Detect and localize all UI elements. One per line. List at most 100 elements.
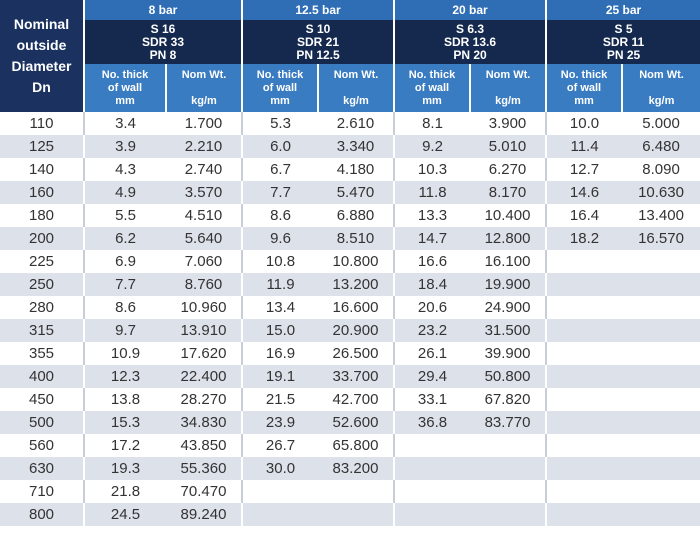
- wall-thickness-cell: 9.2: [393, 135, 470, 158]
- wall-thickness-cell: 8.6: [84, 296, 166, 319]
- wall-thickness-cell: 5.5: [84, 204, 166, 227]
- subheader-line: No. thick: [408, 68, 456, 81]
- nominal-weight-cell: 20.900: [318, 319, 394, 342]
- wall-thickness-cell: [241, 480, 318, 503]
- subheader-line: mm: [422, 94, 442, 107]
- table-row: 500 15.3 34.830 23.9 52.600 36.8 83.770: [0, 411, 700, 434]
- nominal-weight-cell: 8.760: [166, 273, 242, 296]
- wall-thickness-cell: 16.9: [241, 342, 318, 365]
- nominal-weight-cell: 6.480: [622, 135, 700, 158]
- nominal-weight-cell: [622, 480, 700, 503]
- nominal-weight-cell: 65.800: [318, 434, 394, 457]
- nominal-weight-cell: [622, 365, 700, 388]
- wall-thickness-cell: 15.3: [84, 411, 166, 434]
- nominal-weight-cell: 10.400: [470, 204, 547, 227]
- nominal-weight-cell: 5.640: [166, 227, 242, 250]
- spec-line: PN 25: [606, 47, 641, 62]
- wall-thickness-cell: [545, 250, 623, 273]
- nominal-weight-cell: [470, 457, 547, 480]
- wall-thickness-cell: 13.4: [241, 296, 318, 319]
- nominal-weight-cell: 8.090: [622, 158, 700, 181]
- wall-thickness-cell: [393, 434, 470, 457]
- corner-line: Dn: [32, 79, 51, 95]
- corner-line: Diameter: [11, 58, 72, 74]
- nominal-weight-cell: [470, 503, 547, 526]
- wall-thickness-cell: [393, 457, 470, 480]
- subheader-line: Nom Wt.: [181, 68, 227, 81]
- wall-thickness-cell: 11.8: [393, 181, 470, 204]
- nominal-weight-cell: 3.900: [470, 112, 547, 135]
- nominal-weight-cell: 16.600: [318, 296, 394, 319]
- nominal-weight-cell: 17.620: [166, 342, 242, 365]
- wall-thickness-cell: 20.6: [393, 296, 470, 319]
- nominal-weight-cell: [318, 480, 394, 503]
- spec-line: S 5: [614, 21, 633, 36]
- diameter-cell: 315: [0, 319, 85, 342]
- nominal-weight-cell: 3.340: [318, 135, 394, 158]
- table-row: 250 7.7 8.760 11.9 13.200 18.4 19.900: [0, 273, 700, 296]
- nominal-weight-cell: 10.800: [318, 250, 394, 273]
- nominal-weight-cell: 55.360: [166, 457, 242, 480]
- nominal-weight-cell: 39.900: [470, 342, 547, 365]
- wall-thickness-cell: 11.9: [241, 273, 318, 296]
- wall-thickness-cell: 29.4: [393, 365, 470, 388]
- wall-thickness-cell: 7.7: [84, 273, 166, 296]
- table-row: 315 9.7 13.910 15.0 20.900 23.2 31.500: [0, 319, 700, 342]
- wall-thickness-cell: [545, 365, 623, 388]
- wall-thickness-cell: [545, 296, 623, 319]
- nominal-weight-cell: 1.700: [166, 112, 242, 135]
- diameter-cell: 355: [0, 342, 85, 365]
- subheader-line: of wall: [107, 81, 143, 94]
- wall-thickness-cell: 6.9: [84, 250, 166, 273]
- table-row: 125 3.9 2.210 6.0 3.340 9.2 5.010 11.4 6.480: [0, 135, 700, 158]
- nominal-weight-cell: 83.200: [318, 457, 394, 480]
- nominal-weight-cell: 42.700: [318, 388, 394, 411]
- subheader-line: Nom Wt.: [639, 68, 684, 81]
- wall-thickness-cell: 13.8: [84, 388, 166, 411]
- corner-line: outside: [16, 37, 67, 53]
- nominal-weight-cell: 33.700: [318, 365, 394, 388]
- table-row: 225 6.9 7.060 10.8 10.800 16.6 16.100: [0, 250, 700, 273]
- wall-thickness-cell: 6.2: [84, 227, 166, 250]
- diameter-cell: 280: [0, 296, 85, 319]
- wall-thickness-cell: 15.0: [241, 319, 318, 342]
- subheader-line: [624, 82, 700, 95]
- nominal-weight-cell: [622, 296, 700, 319]
- spec-line: PN 12.5: [296, 47, 340, 62]
- nominal-weight-cell: 19.900: [470, 273, 547, 296]
- subheader-line: kg/m: [648, 94, 675, 107]
- diameter-cell: 400: [0, 365, 85, 388]
- wall-thickness-header: No. thick of wall mm: [545, 64, 623, 112]
- nominal-weight-cell: 5.010: [470, 135, 547, 158]
- wall-thickness-cell: [545, 480, 623, 503]
- wall-thickness-cell: 10.8: [241, 250, 318, 273]
- nominal-weight-cell: [470, 480, 547, 503]
- table-row: 140 4.3 2.740 6.7 4.180 10.3 6.270 12.7 8.090: [0, 158, 700, 181]
- spec-header: S 5 SDR 11 PN 25: [545, 20, 700, 64]
- spec-line: PN 20: [453, 47, 487, 62]
- nominal-weight-cell: 83.770: [470, 411, 547, 434]
- wall-thickness-cell: 7.7: [241, 181, 318, 204]
- wall-thickness-cell: 24.5: [84, 503, 166, 526]
- spec-line: PN 8: [149, 47, 177, 62]
- subheader-line: of wall: [262, 81, 298, 94]
- nominal-weight-cell: 4.510: [166, 204, 242, 227]
- subheader-line: kg/m: [343, 94, 369, 107]
- nominal-weight-cell: 2.610: [318, 112, 394, 135]
- diameter-cell: 560: [0, 434, 85, 457]
- table-row: 110 3.4 1.700 5.3 2.610 8.1 3.900 10.0 5.000: [0, 112, 700, 135]
- nominal-weight-cell: [622, 388, 700, 411]
- wall-thickness-cell: 23.9: [241, 411, 318, 434]
- nominal-weight-cell: 31.500: [470, 319, 547, 342]
- subheader-line: No. thick: [256, 68, 304, 81]
- nominal-weight-cell: [622, 273, 700, 296]
- table-row: 560 17.2 43.850 26.7 65.800: [0, 434, 700, 457]
- nominal-weight-header: Nom Wt. kg/m: [317, 64, 394, 112]
- pressure-header: 8 bar: [84, 0, 242, 20]
- nominal-weight-cell: [622, 411, 700, 434]
- table-row: 200 6.2 5.640 9.6 8.510 14.7 12.800 18.2 16.570: [0, 227, 700, 250]
- wall-thickness-cell: 9.7: [84, 319, 166, 342]
- table-row: 630 19.3 55.360 30.0 83.200: [0, 457, 700, 480]
- spec-header: S 6.3 SDR 13.6 PN 20: [392, 20, 547, 64]
- wall-thickness-cell: [545, 342, 623, 365]
